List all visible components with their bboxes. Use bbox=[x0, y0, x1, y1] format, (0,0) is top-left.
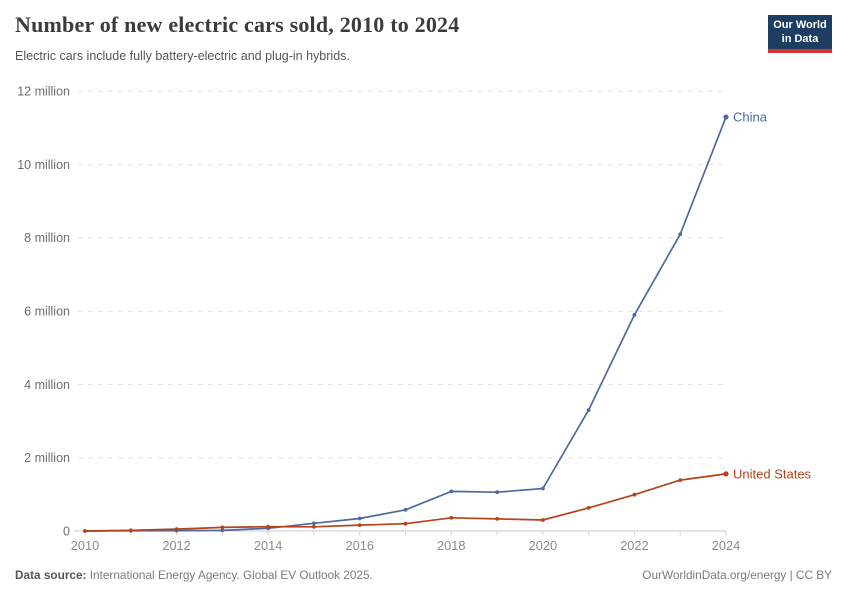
chart-title: Number of new electric cars sold, 2010 t… bbox=[15, 12, 460, 37]
data-source-text: International Energy Agency. Global EV O… bbox=[86, 568, 373, 582]
data-point bbox=[403, 507, 408, 512]
x-axis-tick-label: 2010 bbox=[71, 538, 99, 553]
data-point bbox=[312, 521, 316, 526]
data-point bbox=[586, 506, 591, 510]
series-united-states: United States bbox=[83, 466, 812, 533]
y-axis-tick-label: 10 million bbox=[17, 158, 70, 172]
data-point bbox=[541, 486, 545, 491]
y-axis-tick-label: 8 million bbox=[24, 231, 70, 245]
data-point bbox=[632, 313, 637, 317]
data-point bbox=[495, 490, 499, 495]
data-point bbox=[723, 471, 729, 477]
series-label: United States bbox=[733, 466, 812, 481]
data-point bbox=[586, 408, 591, 412]
y-axis-tick-label: 6 million bbox=[24, 305, 70, 319]
y-axis-tick-label: 4 million bbox=[24, 378, 70, 392]
data-point bbox=[357, 523, 362, 527]
owid-logo-line2: in Data bbox=[781, 33, 819, 46]
x-axis-tick-label: 2024 bbox=[712, 538, 740, 553]
chart-footer: Data source: International Energy Agency… bbox=[15, 568, 832, 582]
data-point bbox=[174, 527, 179, 531]
data-point bbox=[678, 478, 683, 482]
series-line bbox=[84, 116, 727, 532]
data-point bbox=[83, 529, 87, 533]
x-axis-tick-label: 2018 bbox=[437, 538, 465, 553]
attribution-link[interactable]: OurWorldinData.org/energy | CC BY bbox=[642, 568, 832, 582]
data-point bbox=[357, 516, 362, 521]
owid-logo-line1: Our World bbox=[773, 19, 827, 31]
x-axis-tick-label: 2020 bbox=[529, 538, 557, 553]
data-point bbox=[266, 524, 270, 529]
data-source-label: Data source: bbox=[15, 568, 87, 582]
x-axis-tick-label: 2022 bbox=[620, 538, 648, 553]
data-point bbox=[220, 525, 225, 530]
data-point bbox=[312, 524, 316, 529]
chart-subtitle: Electric cars include fully battery-elec… bbox=[15, 49, 350, 63]
data-point bbox=[449, 515, 454, 520]
data-source: Data source: International Energy Agency… bbox=[15, 568, 373, 582]
data-point bbox=[495, 517, 499, 521]
y-axis-tick-label: 12 million bbox=[17, 85, 70, 99]
series-label: China bbox=[733, 110, 768, 125]
data-point bbox=[678, 232, 683, 237]
owid-logo[interactable]: Our World in Data bbox=[768, 15, 832, 53]
data-point bbox=[632, 492, 637, 497]
x-axis-tick-label: 2016 bbox=[345, 538, 373, 553]
data-point bbox=[128, 528, 133, 533]
x-axis-tick-label: 2014 bbox=[254, 538, 282, 553]
data-point bbox=[403, 521, 408, 526]
y-axis-tick-label: 2 million bbox=[24, 451, 70, 465]
data-point bbox=[449, 489, 454, 494]
series-china: China bbox=[83, 110, 768, 533]
x-axis-tick-label: 2012 bbox=[162, 538, 190, 553]
data-point bbox=[541, 518, 545, 522]
y-axis-tick-label: 0 bbox=[63, 524, 70, 538]
data-point bbox=[220, 528, 225, 533]
data-point bbox=[723, 114, 729, 120]
